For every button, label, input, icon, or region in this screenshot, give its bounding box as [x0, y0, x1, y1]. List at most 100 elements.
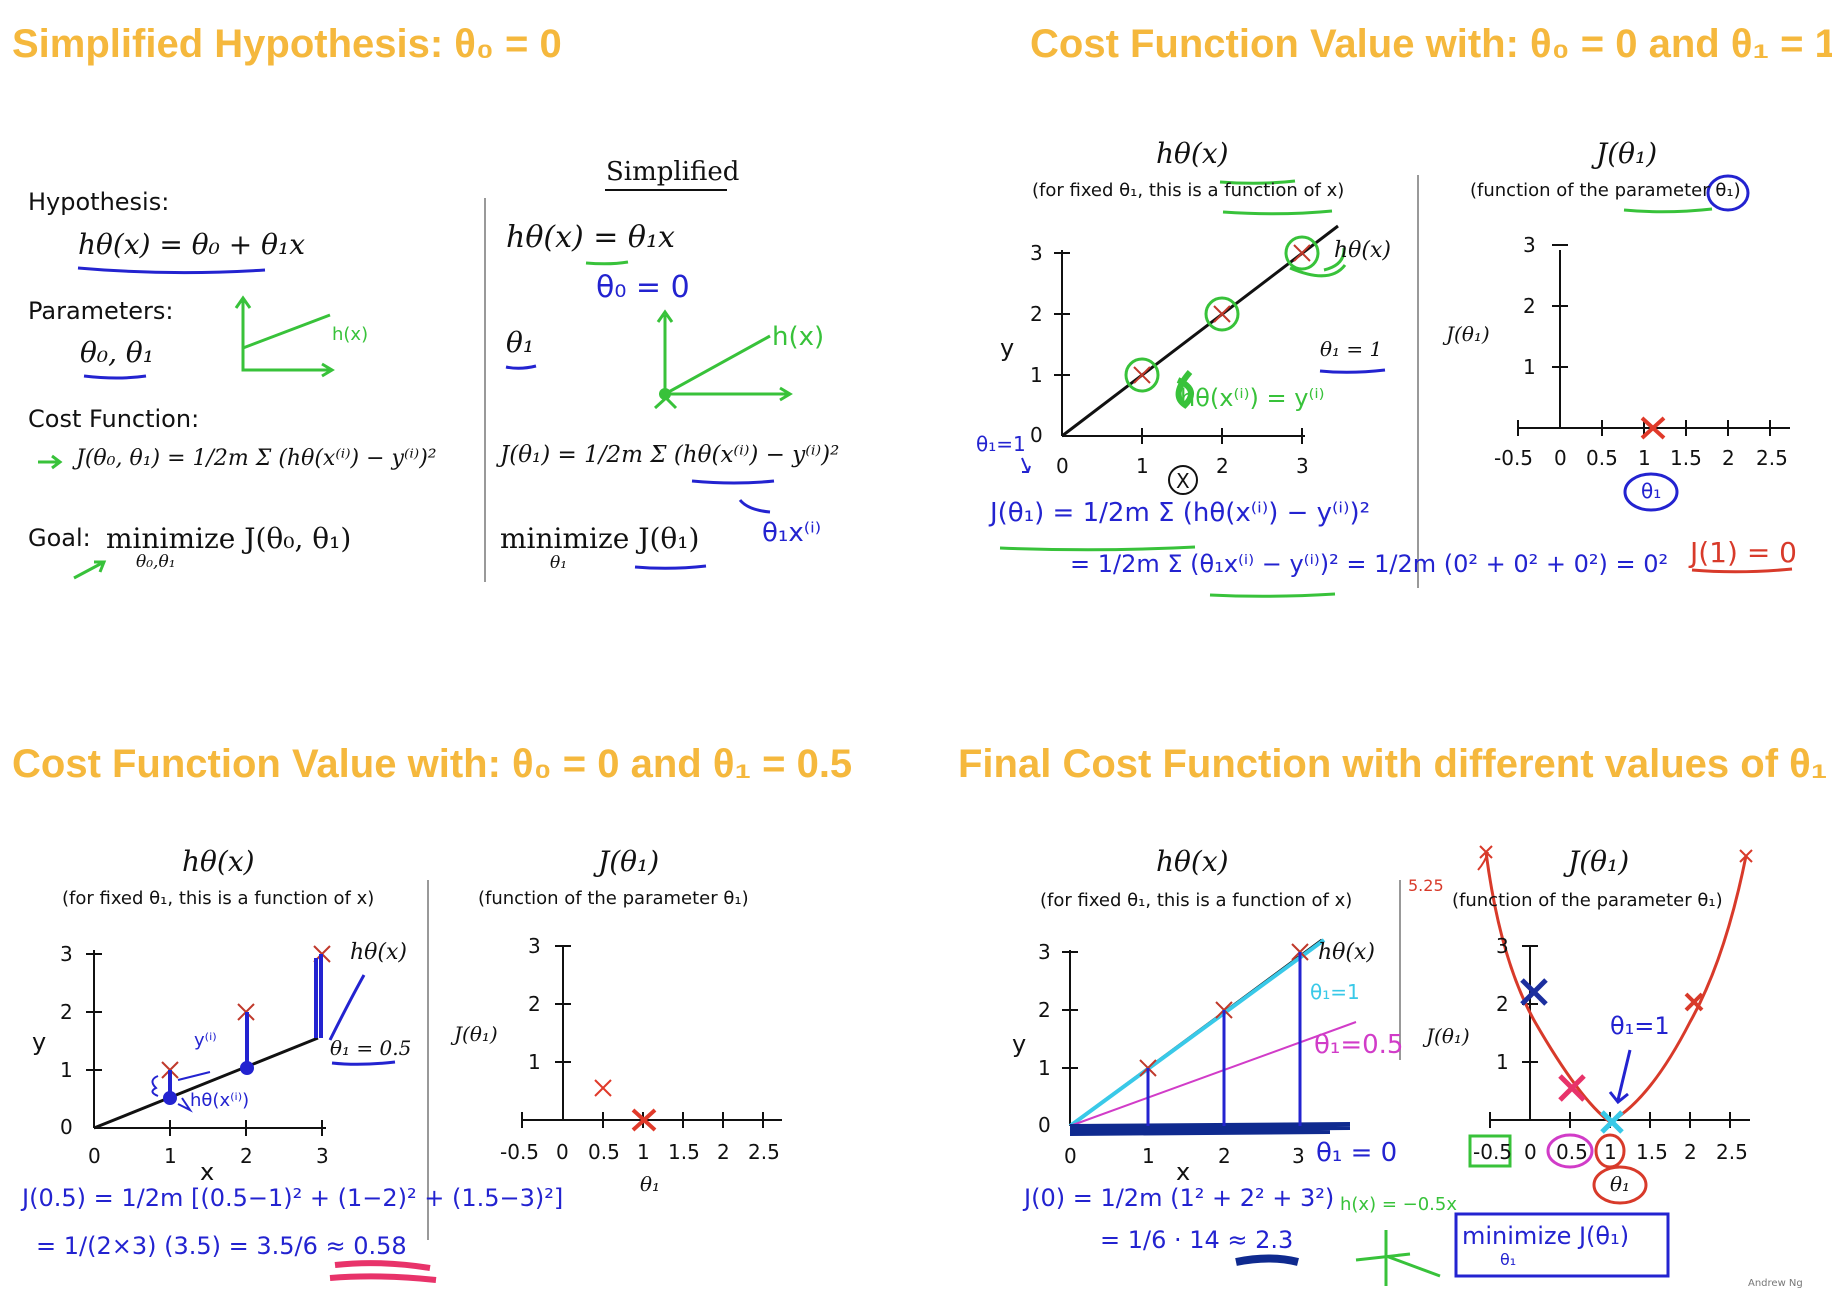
q4-right-x-tick-2: 0.5	[1556, 1140, 1588, 1164]
hand-underline-theta1x	[585, 260, 629, 266]
q2-hypothesis-line	[1061, 224, 1339, 438]
q3-left-x-tick-1: 1	[164, 1144, 177, 1168]
q2-right-x-tick-5: 2	[1722, 446, 1735, 470]
hand-q4-j0-line-1: J(0) = 1/2m (1² + 2² + 3²)	[1024, 1184, 1335, 1212]
goal-subscript: θ₀,θ₁	[136, 552, 176, 572]
hand-j05-line-1: J(0.5) = 1/2m [(0.5−1)² + (1−2)² + (1.5−…	[22, 1184, 564, 1212]
hand-cost-line-1: J(θ₁) = 1/2m Σ (hθ(x⁽ⁱ⁾) − y⁽ⁱ⁾)²	[990, 498, 1371, 528]
hand-hx-left: h(x)	[332, 324, 369, 345]
q4-right-x-tick-3: 1	[1604, 1140, 1617, 1164]
hand-h-xi: hθ(x⁽ⁱ⁾)	[190, 1090, 250, 1111]
hand-line-left	[242, 313, 331, 350]
q3-right-y-tick-2: 2	[528, 992, 541, 1016]
parameters-formula: θ₀, θ₁	[80, 336, 154, 369]
hand-circle-theta	[1706, 174, 1750, 212]
q4-right-x-tick-1: 0	[1524, 1140, 1537, 1164]
title-cost-theta1-05: Cost Function Value with: θ₀ = 0 and θ₁ …	[12, 742, 853, 786]
q2-left-x-tick-2: 2	[1216, 454, 1229, 478]
q3-right-axes	[521, 945, 782, 1128]
q3-j-axis-label: J(θ₁)	[454, 1022, 498, 1046]
q4-line-theta0	[1069, 1122, 1351, 1136]
simplified-goal-subscript: θ₁	[550, 553, 568, 573]
q3-x-axis-label: x	[200, 1158, 215, 1186]
q3-y-axis-label: y	[32, 1028, 47, 1056]
q3-right-x-tick-4: 1.5	[668, 1140, 700, 1164]
parameters-label: Parameters:	[28, 297, 174, 325]
goal-formula: minimize J(θ₀, θ₁)	[106, 522, 352, 555]
q4-right-x-tick-0: -0.5	[1473, 1140, 1513, 1164]
hand-theta1-eq-1: θ₁=1	[976, 432, 1026, 456]
hand-q4-j0-line-2: = 1/6 · 14 ≈ 2.3	[1100, 1226, 1294, 1254]
q2-y-axis-label: y	[1000, 334, 1015, 362]
hand-theta0-zero: θ₀ = 0	[596, 270, 690, 305]
q2-right-x-tick-2: 0.5	[1586, 446, 1618, 470]
q2-right-y-tick-3: 3	[1523, 233, 1536, 257]
q3-line-label: hθ(x)	[350, 940, 407, 965]
q3-right-x-tick-3: 1	[637, 1140, 650, 1164]
q2-left-y-tick-2: 2	[1030, 302, 1043, 326]
hand-cost-result: J(1) = 0	[1690, 536, 1797, 569]
q4-right-x-tick-6: 2.5	[1716, 1140, 1748, 1164]
q2-right-header: J(θ₁)	[1596, 137, 1658, 170]
hand-box-minimize	[1454, 1212, 1670, 1278]
q4-right-y-tick-3: 3	[1496, 934, 1509, 958]
q4-left-y-tick-3: 3	[1038, 940, 1051, 964]
q4-left-x-tick-3: 3	[1292, 1144, 1305, 1168]
q2-right-y-tick-1: 1	[1523, 355, 1536, 379]
q2-right-x-tick-0: -0.5	[1494, 446, 1534, 470]
q4-left-subheader: (for fixed θ₁, this is a function of x)	[1040, 890, 1353, 911]
simplified-parameter: θ₁	[506, 326, 535, 359]
q2-right-x-tick-6: 2.5	[1756, 446, 1788, 470]
q4-right-y-tick-2: 2	[1496, 992, 1509, 1016]
simplified-goal: minimize J(θ₁)	[500, 522, 700, 555]
hand-j05-line-2: = 1/(2×3) (3.5) = 3.5/6 ≈ 0.58	[36, 1232, 407, 1260]
q4-j-axis-label: J(θ₁)	[1426, 1024, 1470, 1048]
title-simplified-hypothesis: Simplified Hypothesis: θ₀ = 0	[12, 22, 562, 66]
q4-right-y-tick-1: 1	[1496, 1050, 1509, 1074]
q3-left-y-tick-2: 2	[60, 1000, 73, 1024]
hand-q4-s: 5.25	[1408, 876, 1444, 895]
hand-underline-minimize	[634, 564, 707, 570]
q2-right-subheader: (function of the parameter θ₁)	[1470, 180, 1741, 201]
q3-right-x-tick-0: -0.5	[500, 1140, 540, 1164]
q4-left-y-tick-2: 2	[1038, 998, 1051, 1022]
hand-axes-left	[241, 300, 330, 372]
author-credit: Andrew Ng	[1748, 1278, 1803, 1289]
hand-arrow-theta-x	[738, 498, 771, 514]
q4-theta-axis-label: θ₁	[1610, 1172, 1631, 1196]
q2-left-header: hθ(x)	[1156, 137, 1229, 170]
q2-left-x-tick-3: 3	[1296, 454, 1309, 478]
q3-left-subheader: (for fixed θ₁, this is a function of x)	[62, 888, 375, 909]
q4-line-theta1-cyan	[1068, 938, 1326, 1128]
hand-underline-theta1	[505, 364, 537, 370]
hand-origin-dot	[659, 388, 671, 400]
q4-line-label: hθ(x)	[1318, 940, 1375, 965]
hand-theta-x: θ₁x⁽ⁱ⁾	[762, 518, 822, 548]
q2-left-x-tick-0: 0	[1056, 454, 1069, 478]
q4-x-axis-label: x	[1176, 1158, 1191, 1186]
q3-left-x-tick-0: 0	[88, 1144, 101, 1168]
goal-label: Goal:	[28, 524, 91, 552]
q2-right-axes	[1517, 244, 1790, 436]
hand-q4-hx: h(x) = −0.5x	[1340, 1194, 1457, 1215]
q2-left-axes	[1054, 250, 1305, 444]
hypothesis-formula: hθ(x) = θ₀ + θ₁x	[78, 228, 306, 261]
hand-line-right	[664, 334, 771, 396]
hand-underline-params	[83, 374, 147, 380]
hand-circle-theta1	[1592, 1165, 1648, 1205]
q3-left-header: hθ(x)	[182, 845, 255, 878]
q4-right-subheader: (function of the parameter θ₁)	[1452, 890, 1723, 911]
q3-right-y-tick-1: 1	[528, 1050, 541, 1074]
q4-left-x-tick-0: 0	[1064, 1144, 1077, 1168]
q2-left-y-tick-1: 1	[1030, 363, 1043, 387]
hand-hx-right: h(x)	[772, 322, 825, 352]
q2-right-x-tick-1: 0	[1554, 446, 1567, 470]
q2-data-points	[1133, 244, 1311, 384]
q3-theta-axis-label: θ₁	[640, 1172, 661, 1196]
q2-right-y-tick-2: 2	[1523, 294, 1536, 318]
q3-theta-label: θ₁ = 0.5	[330, 1036, 412, 1060]
hand-q4-minimize-sub: θ₁	[1500, 1250, 1517, 1269]
q4-left-x-tick-1: 1	[1142, 1144, 1155, 1168]
title-cost-theta1-1: Cost Function Value with: θ₀ = 0 and θ₁ …	[1030, 22, 1832, 66]
